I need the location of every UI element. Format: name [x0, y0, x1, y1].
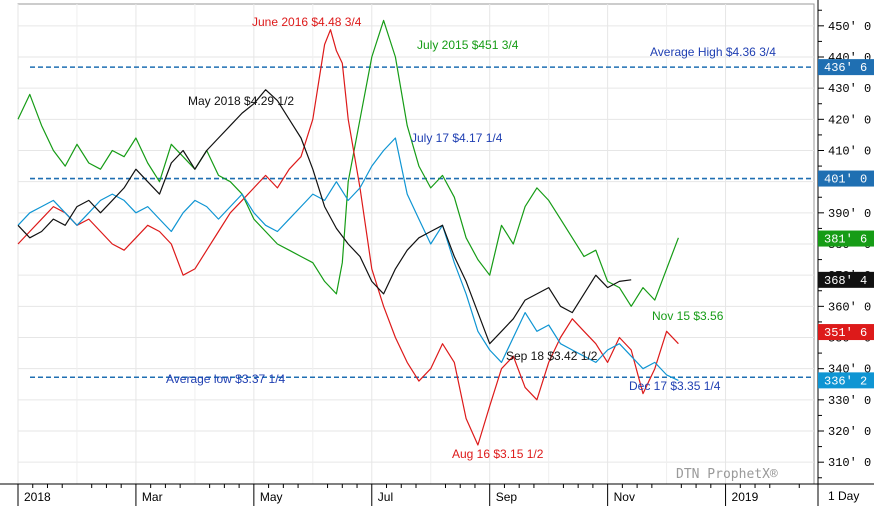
- series-line-2: [17, 137, 679, 381]
- value-badge: 336' 2: [818, 372, 874, 389]
- series-line-1: [17, 29, 679, 446]
- annotation-label: Sep 18 $3.42 1/2: [506, 349, 598, 363]
- value-badge-text: 436' 6: [824, 61, 867, 75]
- value-badge-text: 351' 6: [824, 326, 867, 340]
- value-badge-bg: [818, 170, 874, 187]
- value-badge-text: 336' 2: [824, 374, 867, 388]
- series-line-3: [17, 89, 632, 345]
- x-tick-label: 2019: [732, 490, 759, 504]
- y-tick-label: 410' 0: [828, 144, 871, 158]
- annotation-label: July 2015 $451 3/4: [417, 38, 519, 52]
- y-tick-label: 450' 0: [828, 20, 871, 34]
- annotation-label: Average High $4.36 3/4: [650, 45, 776, 59]
- watermark-text: DTN ProphetX®: [676, 467, 778, 482]
- y-tick-label: 430' 0: [828, 82, 871, 96]
- annotation-label: Average low $3.37 1/4: [166, 372, 286, 386]
- y-tick-label: 310' 0: [828, 456, 871, 470]
- annotation-label: July 17 $4.17 1/4: [411, 131, 503, 145]
- value-badge-text: 381' 6: [824, 233, 867, 247]
- y-tick-label: 330' 0: [828, 394, 871, 408]
- value-badge-bg: [818, 324, 874, 341]
- annotation-label: Aug 16 $3.15 1/2: [452, 447, 544, 461]
- value-badge-bg: [818, 271, 874, 288]
- x-tick-label: Mar: [142, 490, 163, 504]
- value-badge-bg: [818, 59, 874, 76]
- x-tick-label: 2018: [24, 490, 51, 504]
- value-badge: 381' 6: [818, 230, 874, 247]
- x-tick-label: Nov: [614, 490, 635, 504]
- value-badge-text: 401' 0: [824, 173, 867, 187]
- y-tick-label: 420' 0: [828, 113, 871, 127]
- annotation-label: Dec 17 $3.35 1/4: [629, 379, 721, 393]
- x-tick-label: Sep: [496, 490, 518, 504]
- annotation-label: June 2016 $4.48 3/4: [252, 15, 362, 29]
- value-badge: 368' 4: [818, 271, 874, 288]
- annotation-label: Nov 15 $3.56: [652, 309, 724, 323]
- interval-label: 1 Day: [828, 489, 859, 503]
- value-badge-text: 368' 4: [824, 274, 867, 288]
- y-tick-label: 390' 0: [828, 207, 871, 221]
- annotation-label: May 2018 $4.29 1/2: [188, 94, 294, 108]
- y-tick-label: 360' 0: [828, 300, 871, 314]
- value-badge-bg: [818, 372, 874, 389]
- value-badge: 401' 0: [818, 170, 874, 187]
- x-tick-label: May: [260, 490, 283, 504]
- y-tick-label: 320' 0: [828, 425, 871, 439]
- value-badge: 351' 6: [818, 324, 874, 341]
- series-line-0: [17, 19, 679, 307]
- value-badge: 436' 6: [818, 59, 874, 76]
- value-badge-bg: [818, 230, 874, 247]
- x-tick-label: Jul: [378, 490, 393, 504]
